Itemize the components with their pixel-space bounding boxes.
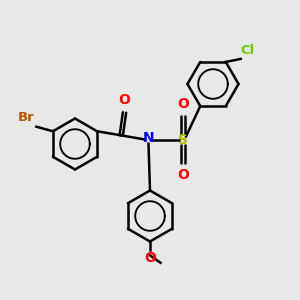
Text: N: N: [143, 131, 154, 145]
Text: O: O: [118, 93, 130, 107]
Text: O: O: [144, 250, 156, 265]
Text: S: S: [178, 133, 188, 146]
Text: O: O: [177, 168, 189, 182]
Text: Cl: Cl: [241, 44, 255, 57]
Text: O: O: [177, 97, 189, 111]
Text: Br: Br: [18, 111, 35, 124]
